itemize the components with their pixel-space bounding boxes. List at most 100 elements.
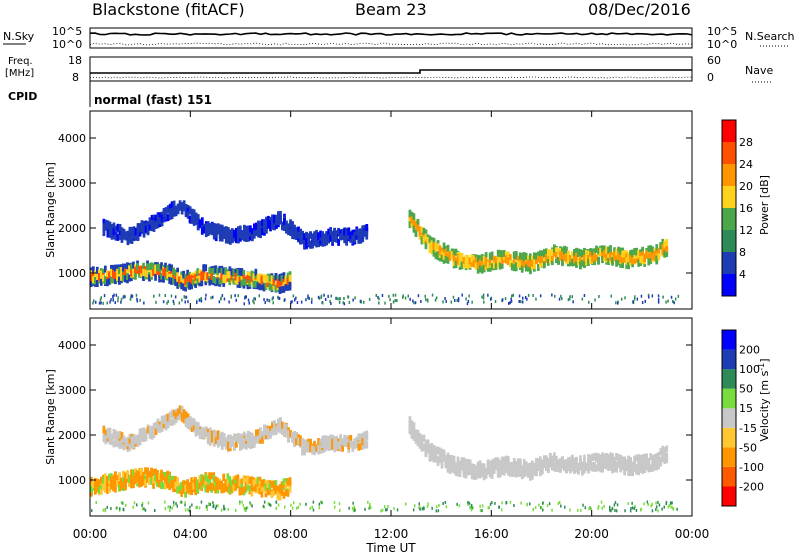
echo-cell xyxy=(260,490,264,498)
echo-cell xyxy=(324,298,327,301)
echo-cell xyxy=(634,295,636,299)
echo-cell xyxy=(138,270,141,278)
echo-cell xyxy=(452,455,456,463)
echo-cell xyxy=(412,428,416,436)
echo-cell xyxy=(273,214,276,222)
echo-cell xyxy=(184,411,188,419)
echo-cell xyxy=(297,226,300,234)
echo-cell xyxy=(388,294,390,298)
echo-cell xyxy=(327,294,329,298)
echo-cell xyxy=(633,465,636,472)
echo-cell xyxy=(264,490,268,498)
echo-cell xyxy=(597,506,599,510)
colorbar-tick-label: 100 xyxy=(739,363,760,376)
echo-cell xyxy=(670,505,672,509)
echo-cell xyxy=(434,252,438,260)
echo-cell xyxy=(192,418,196,426)
echo-cell xyxy=(116,475,119,483)
echo-cell xyxy=(305,502,307,506)
echo-cell xyxy=(476,259,480,267)
echo-cell xyxy=(325,236,328,244)
echo-cell xyxy=(307,441,310,449)
echo-cell xyxy=(234,268,238,276)
echo-cell xyxy=(321,441,324,448)
echo-cell xyxy=(665,250,669,258)
echo-cell xyxy=(260,480,264,488)
echo-cell xyxy=(102,301,104,305)
echo-cell xyxy=(663,244,667,252)
echo-cell xyxy=(472,255,476,263)
echo-cell xyxy=(633,248,636,255)
echo-cell xyxy=(224,479,228,487)
echo-cell xyxy=(486,467,490,475)
echo-cell xyxy=(549,255,552,263)
echo-cell xyxy=(317,234,320,241)
echo-cell xyxy=(368,506,370,510)
echo-cell xyxy=(637,468,640,476)
echo-cell xyxy=(118,472,121,480)
echo-cell xyxy=(102,476,105,484)
colorbar-tick-label: 15 xyxy=(739,402,753,415)
echo-cell xyxy=(333,227,336,235)
echo-cell xyxy=(565,246,568,254)
echo-cell xyxy=(478,265,482,273)
echo-cell xyxy=(237,236,240,244)
echo-cell xyxy=(329,234,332,242)
echo-cell xyxy=(464,466,468,474)
echo-cell xyxy=(407,294,409,298)
echo-cell xyxy=(529,265,532,273)
echo-cell xyxy=(170,208,174,216)
echo-cell xyxy=(122,435,126,443)
echo-cell xyxy=(176,204,180,212)
echo-cell xyxy=(258,480,262,488)
echo-cell xyxy=(529,466,532,474)
echo-cell xyxy=(510,299,513,303)
echo-cell xyxy=(238,274,242,282)
echo-cell xyxy=(156,470,159,478)
echo-cell xyxy=(639,454,642,462)
echo-cell xyxy=(410,422,414,430)
echo-cell xyxy=(311,505,313,509)
echo-cell xyxy=(231,234,234,242)
echo-cell xyxy=(242,270,246,277)
echo-cell xyxy=(227,507,230,511)
echo-cell xyxy=(458,462,462,470)
echo-cell xyxy=(637,461,640,469)
echo-cell xyxy=(307,296,309,300)
echo-cell xyxy=(266,488,270,496)
echo-cell xyxy=(335,230,338,238)
echo-cell xyxy=(196,428,200,436)
echo-cell xyxy=(189,505,191,509)
time-tick-label: 12:00 xyxy=(374,527,409,541)
echo-cell xyxy=(124,503,127,507)
echo-cell xyxy=(154,474,157,481)
echo-cell xyxy=(625,253,628,261)
echo-cell xyxy=(430,454,434,461)
echo-cell xyxy=(605,246,608,254)
echo-cell xyxy=(158,473,161,480)
echo-cell xyxy=(190,208,194,216)
echo-cell xyxy=(264,283,268,290)
echo-cell xyxy=(319,438,322,446)
echo-cell xyxy=(212,483,216,491)
echo-cell xyxy=(651,509,654,513)
colorbar-swatch xyxy=(722,274,736,296)
echo-cell xyxy=(432,450,436,457)
echo-cell xyxy=(210,430,214,438)
echo-cell xyxy=(611,463,614,471)
echo-cell xyxy=(130,227,134,234)
echo-cell xyxy=(557,248,560,256)
echo-cell xyxy=(256,274,260,282)
echo-cell xyxy=(543,261,546,269)
echo-cell xyxy=(436,243,440,251)
echo-cell xyxy=(587,457,590,465)
beam-title: Beam 23 xyxy=(355,0,427,19)
echo-cell xyxy=(242,274,246,282)
echo-cell xyxy=(244,484,248,492)
echo-cell xyxy=(603,254,606,262)
echo-cell xyxy=(355,440,359,448)
echo-cell xyxy=(466,302,469,306)
echo-cell xyxy=(277,211,280,219)
echo-cell xyxy=(102,229,106,237)
